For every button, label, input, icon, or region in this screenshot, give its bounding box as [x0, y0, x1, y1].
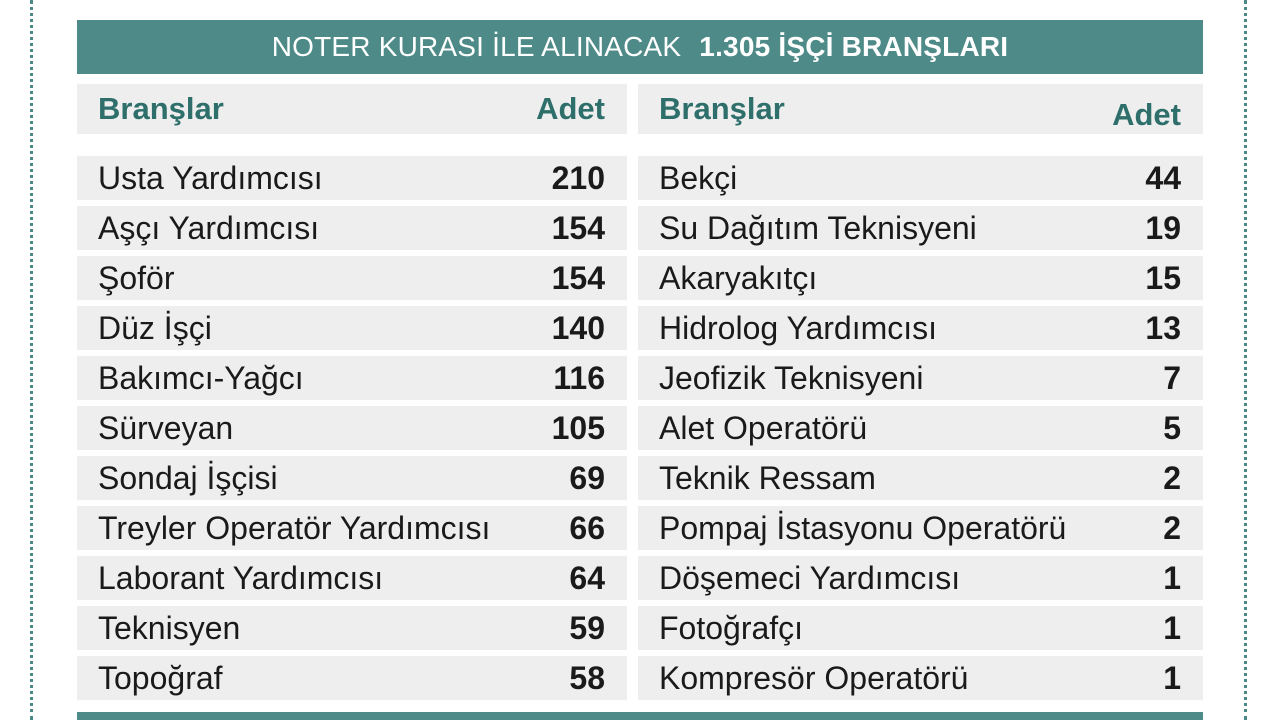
branch-name: Laborant Yardımcısı	[98, 559, 384, 596]
table-row: Pompaj İstasyonu Operatörü 2	[638, 506, 1203, 550]
branch-name: Döşemeci Yardımcısı	[659, 559, 961, 596]
branch-count: 13	[1145, 309, 1181, 346]
branch-name: Pompaj İstasyonu Operatörü	[659, 509, 1067, 546]
branch-name: Teknisyen	[98, 609, 241, 646]
table-row: Akaryakıtçı 15	[638, 256, 1203, 300]
table-row: Düz İşçi 140	[77, 306, 627, 350]
branch-name: Treyler Operatör Yardımcısı	[98, 509, 491, 546]
branch-name: Usta Yardımcısı	[98, 159, 323, 196]
title-banner: NOTER KURASI İLE ALINACAK 1.305 İŞÇİ BRA…	[77, 20, 1203, 74]
branch-count: 154	[551, 259, 605, 296]
branch-count: 140	[551, 309, 605, 346]
table-row: Bekçi 44	[638, 156, 1203, 200]
left-column: Branşlar Adet Usta Yardımcısı 210 Aşçı Ya…	[77, 84, 627, 706]
table-row: Teknisyen 59	[77, 606, 627, 650]
table-row: Hidrolog Yardımcısı 13	[638, 306, 1203, 350]
branch-name: Jeofizik Teknisyeni	[659, 359, 924, 396]
branch-count: 1	[1163, 609, 1181, 646]
branch-count: 1	[1163, 559, 1181, 596]
right-dotted-border	[1244, 0, 1247, 720]
branch-count: 210	[551, 159, 605, 196]
branch-name: Bekçi	[659, 159, 738, 196]
table-row: Jeofizik Teknisyeni 7	[638, 356, 1203, 400]
branch-name: Bakımcı-Yağcı	[98, 359, 304, 396]
table-row: Alet Operatörü 5	[638, 406, 1203, 450]
branch-count: 64	[569, 559, 605, 596]
table-row: Döşemeci Yardımcısı 1	[638, 556, 1203, 600]
branch-count: 5	[1163, 409, 1181, 446]
table-row: Fotoğrafçı 1	[638, 606, 1203, 650]
table-row: Usta Yardımcısı 210	[77, 156, 627, 200]
table-row: Laborant Yardımcısı 64	[77, 556, 627, 600]
branch-count: 1	[1163, 659, 1181, 696]
branch-name: Alet Operatörü	[659, 409, 868, 446]
branch-name: Kompresör Operatörü	[659, 659, 969, 696]
branch-name: Hidrolog Yardımcısı	[659, 309, 938, 346]
branch-count: 116	[553, 359, 605, 396]
left-dotted-border	[30, 0, 33, 720]
table-row: Teknik Ressam 2	[638, 456, 1203, 500]
right-header-branch: Branşlar	[659, 91, 785, 126]
table-row: Topoğraf 58	[77, 656, 627, 700]
table-row: Kompresör Operatörü 1	[638, 656, 1203, 700]
branch-count: 2	[1163, 509, 1181, 546]
branch-name: Düz İşçi	[98, 309, 212, 346]
banner-title-light: NOTER KURASI İLE ALINACAK	[271, 31, 682, 62]
branch-count: 44	[1145, 159, 1181, 196]
branch-count: 59	[569, 609, 605, 646]
table-row: Aşçı Yardımcısı 154	[77, 206, 627, 250]
left-header-count: Adet	[536, 91, 605, 126]
table-row: Şoför 154	[77, 256, 627, 300]
branch-name: Teknik Ressam	[659, 459, 876, 496]
branch-count: 15	[1145, 259, 1181, 296]
branch-count: 154	[551, 209, 605, 246]
branch-count: 69	[569, 459, 605, 496]
left-rows: Usta Yardımcısı 210 Aşçı Yardımcısı 154 Şo…	[77, 156, 627, 700]
left-header-row: Branşlar Adet	[77, 84, 627, 134]
branch-name: Fotoğrafçı	[659, 609, 804, 646]
branch-name: Topoğraf	[98, 659, 223, 696]
branch-count: 105	[551, 409, 605, 446]
right-header-row: Branşlar Adet	[638, 84, 1203, 134]
table-row: Su Dağıtım Teknisyeni 19	[638, 206, 1203, 250]
branch-name: Su Dağıtım Teknisyeni	[659, 209, 977, 246]
bottom-bar	[77, 712, 1203, 720]
branch-count: 2	[1163, 459, 1181, 496]
branch-name: Akaryakıtçı	[659, 259, 818, 296]
table-row: Bakımcı-Yağcı 116	[77, 356, 627, 400]
right-column: Branşlar Adet Bekçi 44 Su Dağıtım Teknisy…	[638, 84, 1203, 706]
table-row: Sondaj İşçisi 69	[77, 456, 627, 500]
branch-name: Aşçı Yardımcısı	[98, 209, 320, 246]
branch-count: 7	[1163, 359, 1181, 396]
branch-name: Şoför	[98, 259, 175, 296]
branch-name: Sondaj İşçisi	[98, 459, 278, 496]
right-rows: Bekçi 44 Su Dağıtım Teknisyeni 19 Akaryakı…	[638, 156, 1203, 700]
left-header-branch: Branşlar	[98, 91, 224, 126]
banner-title-bold: 1.305 İŞÇİ BRANŞLARI	[699, 31, 1009, 62]
branch-count: 58	[569, 659, 605, 696]
right-header-count: Adet	[1112, 97, 1181, 132]
branch-name: Sürveyan	[98, 409, 234, 446]
table-row: Sürveyan 105	[77, 406, 627, 450]
branch-count: 19	[1145, 209, 1181, 246]
table-row: Treyler Operatör Yardımcısı 66	[77, 506, 627, 550]
branch-count: 66	[569, 509, 605, 546]
